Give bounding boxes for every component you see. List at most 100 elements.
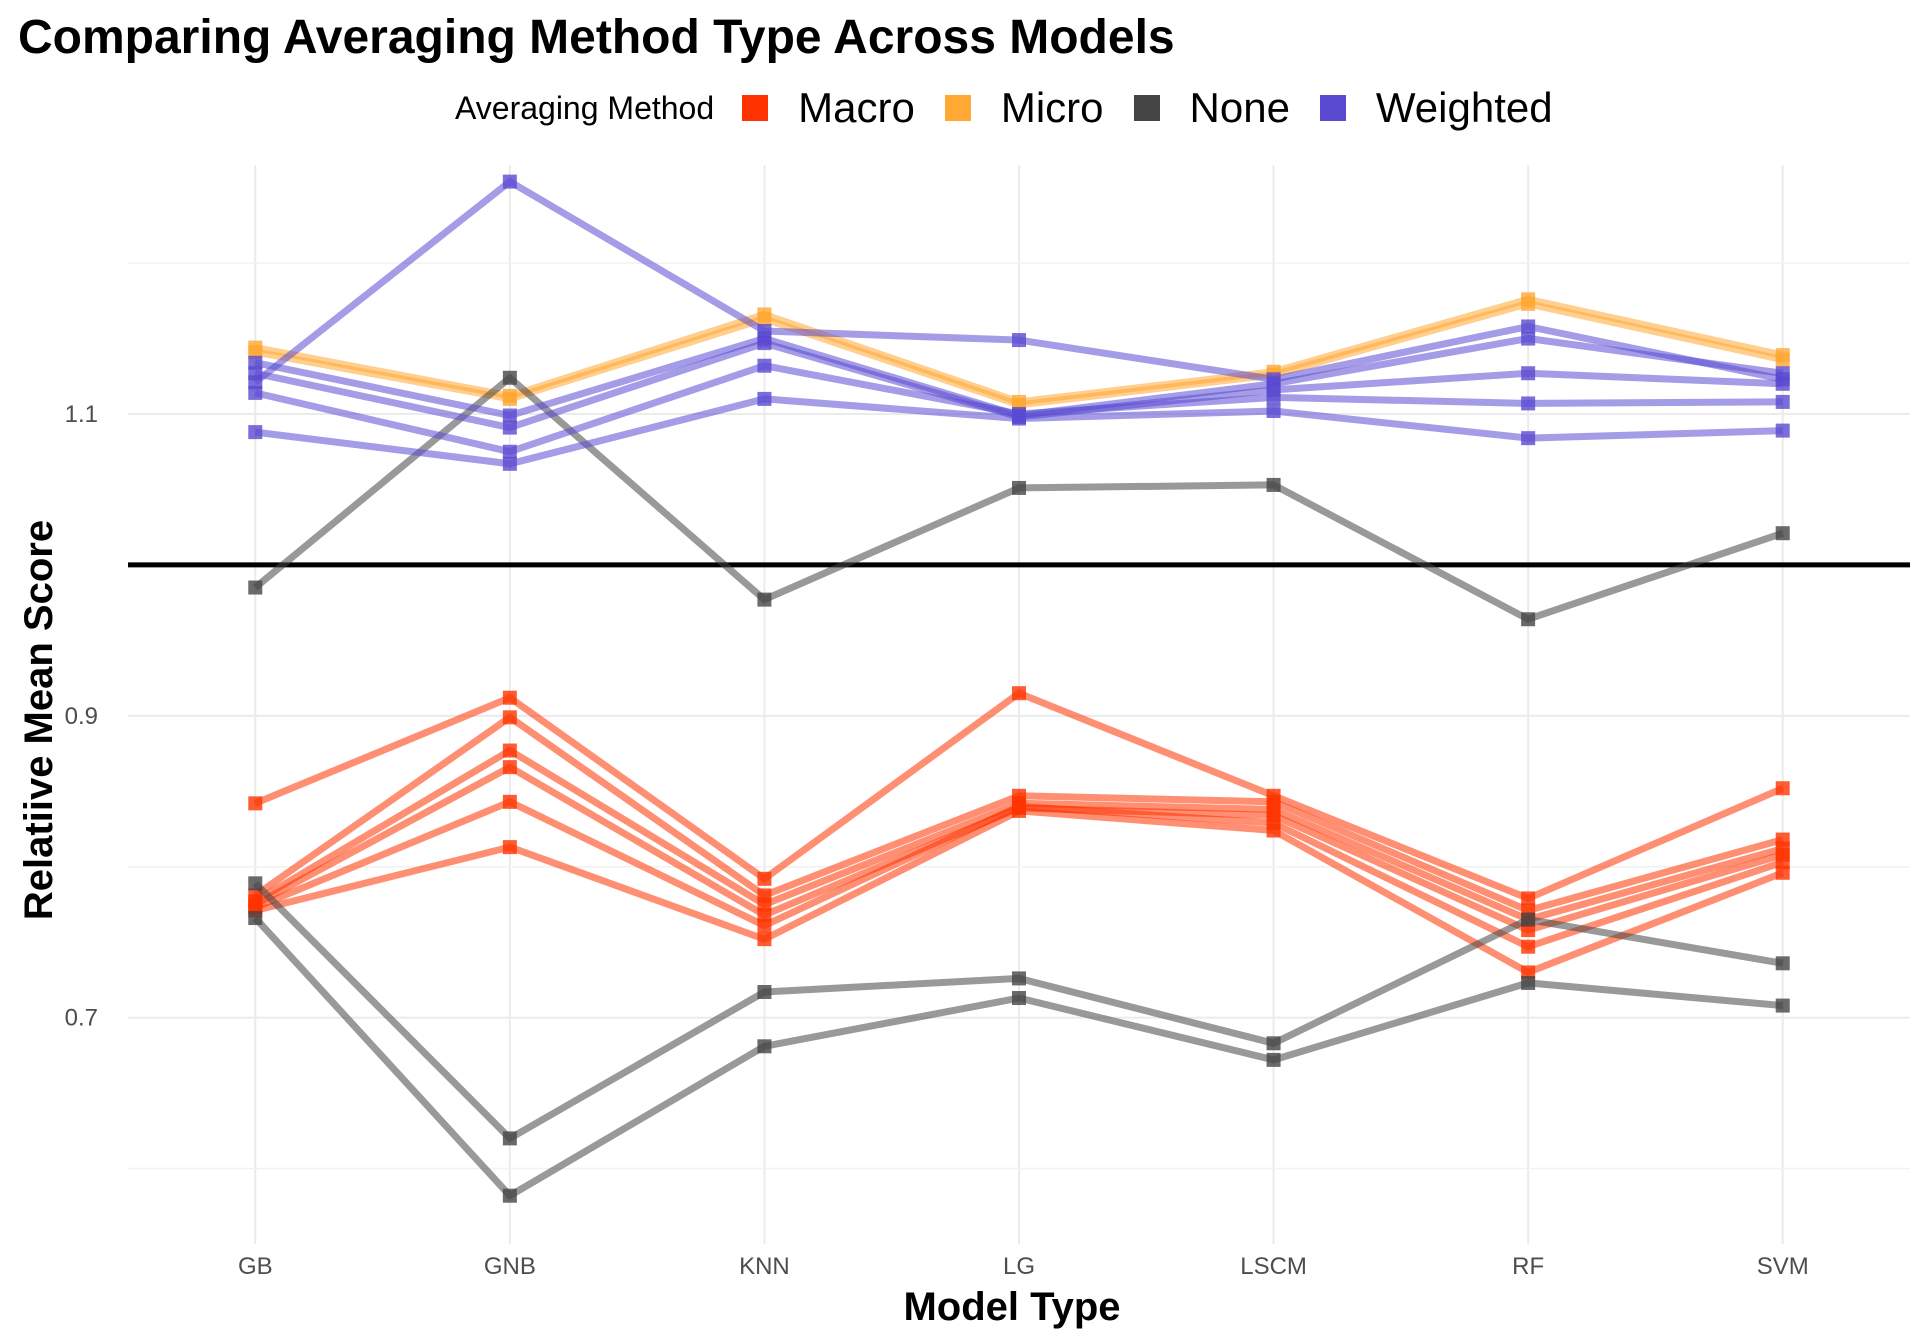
x-tick-label: RF <box>1512 1253 1544 1280</box>
data-point <box>502 743 517 758</box>
data-point <box>248 580 263 595</box>
data-point <box>1012 411 1026 426</box>
data-point <box>1521 396 1536 411</box>
data-point <box>1012 991 1026 1006</box>
legend-swatch-none <box>1133 95 1160 121</box>
x-tick-label: GB <box>238 1253 273 1280</box>
data-point <box>1521 975 1536 990</box>
data-point <box>502 710 517 725</box>
data-point <box>1266 477 1281 492</box>
data-point <box>248 385 263 400</box>
data-point <box>248 876 263 891</box>
data-point <box>502 794 517 809</box>
data-point <box>1775 998 1790 1013</box>
legend-swatch-micro <box>944 95 971 121</box>
data-point <box>502 174 517 189</box>
data-point <box>1012 686 1026 701</box>
data-point <box>1521 939 1536 954</box>
data-point <box>1266 823 1281 838</box>
data-point <box>1012 480 1026 495</box>
data-point <box>248 425 263 440</box>
data-point <box>502 444 517 459</box>
y-tick-label: 0.7 <box>65 1005 98 1032</box>
x-tick-label: KNN <box>739 1253 790 1280</box>
legend-label-macro: Macro <box>798 84 915 131</box>
data-point <box>1521 965 1536 980</box>
data-point <box>1775 423 1790 438</box>
data-point <box>757 358 772 373</box>
chart-title: Comparing Averaging Method Type Across M… <box>18 11 1175 64</box>
data-point <box>757 984 772 999</box>
data-point <box>502 690 517 705</box>
data-point <box>757 897 772 912</box>
data-point <box>1521 331 1536 346</box>
data-point <box>502 760 517 775</box>
data-point <box>757 871 772 886</box>
data-point <box>1521 431 1536 446</box>
y-tick-label: 0.9 <box>65 703 98 730</box>
data-point <box>757 932 772 947</box>
data-point <box>1775 956 1790 971</box>
y-axis-title: Relatiive Mean Score <box>17 520 61 920</box>
data-point <box>248 355 263 370</box>
data-point <box>1775 865 1790 880</box>
data-point <box>502 456 517 471</box>
legend-swatch-weighted <box>1319 95 1346 121</box>
data-point <box>248 366 263 381</box>
data-point <box>1521 923 1536 938</box>
data-point <box>1521 366 1536 381</box>
legend-item-micro: Micro <box>944 84 1104 132</box>
series-none <box>248 876 1790 1146</box>
data-point <box>1775 352 1790 367</box>
data-point <box>1012 971 1026 986</box>
data-point <box>1521 612 1536 627</box>
series-none <box>248 370 1790 627</box>
data-point <box>502 420 517 435</box>
x-tick-label: GNB <box>484 1253 536 1280</box>
data-point <box>502 391 517 406</box>
data-point <box>757 592 772 607</box>
x-axis-title: Model Type <box>903 1285 1120 1329</box>
legend-title: Averaging Method <box>455 89 715 126</box>
legend-label-micro: Micro <box>1000 84 1104 131</box>
series-layer <box>248 174 1790 1203</box>
legend-label-none: None <box>1189 84 1290 131</box>
legend-item-macro: Macro <box>742 84 915 132</box>
axis-layer: 0.7 0.9 1.1 GB GNB KNN LG LSCM RF SVM <box>65 401 1809 1280</box>
data-point <box>502 840 517 855</box>
data-point <box>1012 333 1026 348</box>
data-point <box>1266 390 1281 405</box>
data-point <box>502 1188 517 1203</box>
legend-label-weighted: Weighted <box>1375 84 1553 131</box>
data-point <box>1012 803 1026 818</box>
data-point <box>1266 1052 1281 1067</box>
data-point <box>1266 403 1281 418</box>
data-point <box>1521 912 1536 927</box>
legend-item-none: None <box>1133 84 1290 132</box>
data-point <box>1775 781 1790 796</box>
data-point <box>1775 855 1790 870</box>
data-point <box>757 311 772 326</box>
data-point <box>1775 366 1790 381</box>
series-macro <box>248 686 1790 906</box>
data-point <box>1521 891 1536 906</box>
data-point <box>757 391 772 406</box>
x-tick-label: SVM <box>1757 1253 1809 1280</box>
data-point <box>757 336 772 351</box>
data-point <box>757 918 772 933</box>
legend-swatch-macro <box>742 95 769 121</box>
data-point <box>502 370 517 385</box>
data-point <box>248 345 263 360</box>
data-point <box>248 911 263 926</box>
data-point <box>502 1131 517 1146</box>
data-point <box>1521 319 1536 334</box>
x-tick-label: LSCM <box>1240 1253 1307 1280</box>
data-point <box>1521 296 1536 311</box>
data-point <box>248 796 263 811</box>
data-point <box>1775 526 1790 541</box>
x-tick-label: LG <box>1003 1253 1035 1280</box>
series-weighted <box>248 391 1790 471</box>
data-point <box>502 408 517 423</box>
data-point <box>757 1039 772 1054</box>
